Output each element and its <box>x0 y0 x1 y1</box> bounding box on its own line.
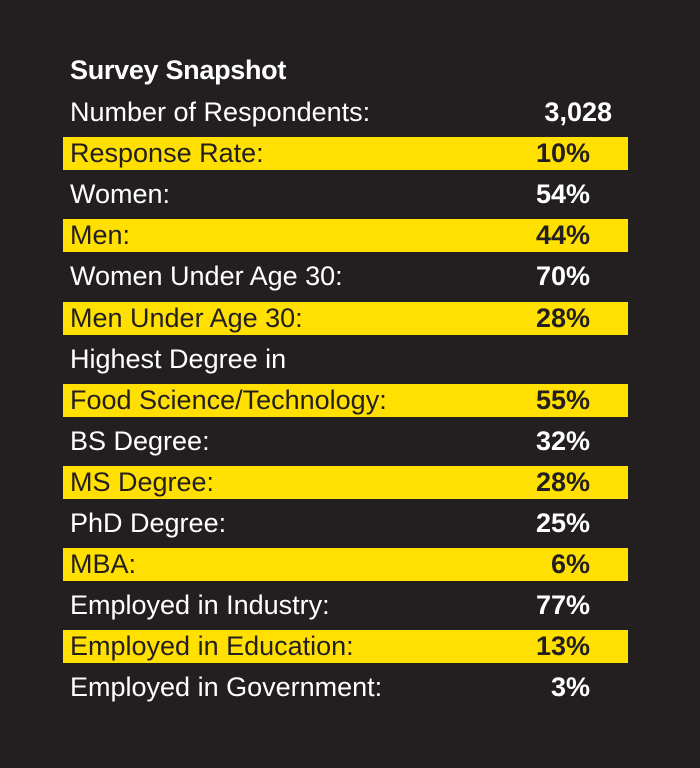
row-label: Employed in Industry: <box>70 590 330 621</box>
row-value: 6% <box>550 549 590 580</box>
row-value: 10% <box>535 138 590 169</box>
table-row: PhD Degree: 25% <box>63 507 628 540</box>
row-label: MS Degree: <box>70 466 215 497</box>
row-label: Response Rate: <box>70 138 264 169</box>
row-value: 77% <box>535 590 590 621</box>
table-row: Employed in Education: 13% <box>63 630 628 664</box>
survey-title: Survey Snapshot <box>70 55 287 85</box>
table-row: Response Rate: 10% <box>63 137 628 171</box>
row-value: 32% <box>535 425 590 456</box>
row-label: Highest Degree in <box>70 343 287 374</box>
row-value: 44% <box>535 220 590 251</box>
row-label: Women Under Age 30: <box>70 261 343 292</box>
row-label: BS Degree: <box>70 425 210 456</box>
row-value: 3,028 <box>544 97 612 127</box>
table-row: MS Degree: 28% <box>63 465 628 499</box>
row-value: 13% <box>535 631 590 662</box>
row-label: Food Science/Technology: <box>70 384 387 415</box>
table-row: Employed in Industry: 77% <box>63 589 628 622</box>
table-row: Men Under Age 30: 28% <box>63 301 628 335</box>
table-row: Women Under Age 30: 70% <box>63 260 628 293</box>
row-label: MBA: <box>70 549 137 580</box>
table-row: Number of Respondents: 3,028 <box>63 96 628 129</box>
row-value: 25% <box>535 508 590 538</box>
row-label: Men: <box>70 220 131 251</box>
row-value: 28% <box>535 302 590 333</box>
table-row: Food Science/Technology: 55% <box>63 383 628 417</box>
row-value: 28% <box>535 466 590 497</box>
row-value: 3% <box>550 672 590 703</box>
row-label: Employed in Education: <box>70 631 354 662</box>
row-label: Employed in Government: <box>70 672 383 703</box>
table-row: Men: 44% <box>63 219 628 253</box>
table-row: Highest Degree in <box>63 343 628 376</box>
row-label: PhD Degree: <box>70 508 227 538</box>
row-label: Number of Respondents: <box>70 97 371 127</box>
row-label: Women: <box>70 179 171 210</box>
row-value: 70% <box>535 261 590 292</box>
table-row: BS Degree: 32% <box>63 425 628 458</box>
row-value: 55% <box>535 384 590 415</box>
row-label: Men Under Age 30: <box>70 302 303 333</box>
table-row: MBA: 6% <box>63 548 628 582</box>
table-row: Employed in Government: 3% <box>63 671 628 704</box>
table-row: Women: 54% <box>63 178 628 211</box>
row-value: 54% <box>535 179 590 210</box>
